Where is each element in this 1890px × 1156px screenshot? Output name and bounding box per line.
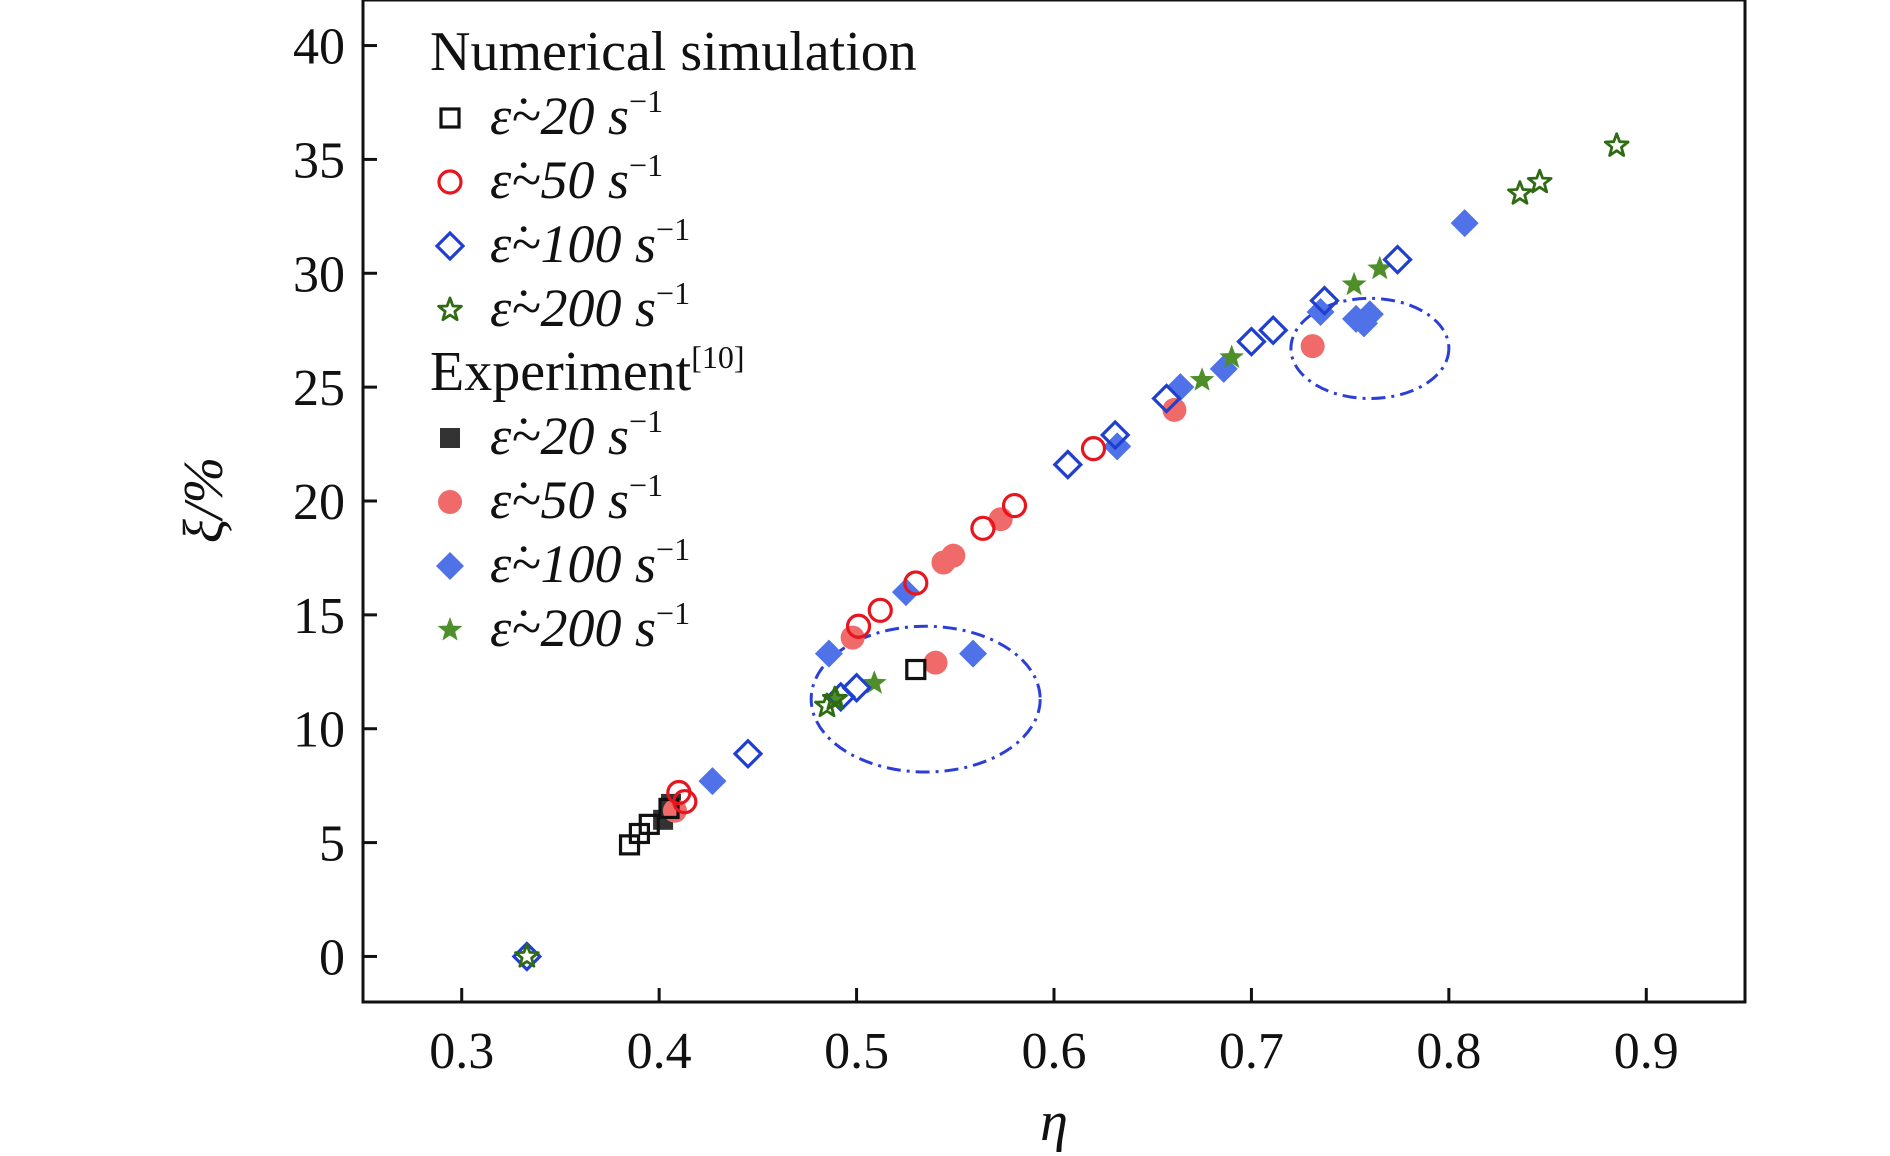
data-point-exp-diamond — [1450, 209, 1479, 238]
annotation-layer — [809, 296, 1451, 774]
legend-marker — [437, 617, 463, 641]
data-point-exp-circle — [1300, 334, 1325, 359]
data-point-exp-diamond — [698, 767, 727, 796]
data-point-sim-circle — [1001, 492, 1028, 519]
legend-entry-label: ε̇~20 s−1 — [490, 403, 663, 466]
y-tick-label: 25 — [293, 360, 345, 417]
data-point-exp-circle — [923, 650, 948, 675]
legend-entry-label: ε̇~100 s−1 — [490, 211, 690, 274]
data-point-exp-circle — [840, 625, 865, 650]
legend-marker — [439, 107, 461, 129]
data-point-sim-star — [1603, 132, 1630, 157]
data-point-exp-diamond — [814, 639, 843, 668]
data-point-exp-diamond — [1306, 297, 1335, 326]
x-tick-label: 0.7 — [1219, 1023, 1284, 1080]
data-point-sim-circle — [970, 515, 996, 541]
y-tick-label: 40 — [293, 19, 345, 76]
data-point-sim-circle — [1080, 436, 1107, 462]
data-point-sim-square — [638, 813, 660, 835]
legend-marker — [437, 296, 463, 322]
data-point-sim-diamond — [1052, 449, 1084, 480]
legend-marker — [437, 169, 463, 195]
y-tick-label: 20 — [293, 474, 345, 531]
data-point-sim-star — [822, 685, 848, 711]
legend-group-title: Experiment[10] — [430, 339, 745, 403]
data-point-sim-diamond — [1309, 285, 1340, 316]
highlight-ellipse — [809, 624, 1042, 774]
data-point-exp-star — [1219, 344, 1244, 368]
legend-entry-label: ε̇~100 s−1 — [490, 531, 690, 594]
legend-marker — [434, 230, 466, 262]
data-point-sim-circle — [672, 788, 698, 815]
data-point-sim-diamond — [1151, 383, 1182, 414]
legend-entry-label: ε̇~50 s−1 — [490, 467, 663, 530]
data-point-sim-diamond — [1382, 244, 1413, 275]
y-tick-label: 35 — [293, 132, 345, 189]
x-tick-label: 0.4 — [627, 1023, 692, 1080]
y-tick-label: 15 — [293, 588, 345, 645]
data-points-layer — [511, 132, 1630, 972]
data-point-exp-diamond — [891, 578, 920, 607]
data-point-sim-diamond — [732, 738, 764, 770]
y-tick-label: 30 — [293, 246, 345, 303]
legend-marker — [436, 552, 464, 580]
data-point-exp-diamond — [959, 639, 988, 668]
data-point-exp-circle — [941, 543, 966, 568]
y-tick-label: 0 — [319, 929, 345, 986]
x-axis-label: η — [1040, 1091, 1068, 1153]
legend-marker — [440, 428, 460, 448]
data-point-sim-circle — [903, 570, 929, 596]
data-point-exp-star — [1189, 367, 1215, 391]
data-point-exp-diamond — [1349, 309, 1378, 338]
data-point-exp-star — [862, 670, 887, 694]
data-point-sim-star — [514, 943, 540, 968]
data-point-exp-star — [1341, 271, 1367, 296]
data-point-sim-diamond — [841, 672, 872, 703]
data-point-exp-star — [824, 686, 850, 710]
data-point-sim-star — [1526, 168, 1553, 194]
y-axis: 0 5 10 15 20 25 30 35 40 — [293, 19, 377, 986]
data-point-sim-diamond — [1236, 326, 1267, 357]
data-point-sim-star — [814, 692, 840, 718]
data-point-exp-diamond — [1166, 373, 1195, 402]
data-point-sim-diamond — [1257, 314, 1289, 346]
legend-entry-label: ε̇~200 s−1 — [490, 595, 690, 658]
legend-group-title: Numerical simulation — [430, 21, 917, 83]
legend-entry-label: ε̇~50 s−1 — [490, 147, 663, 210]
data-point-sim-diamond — [1099, 419, 1131, 451]
x-tick-label: 0.6 — [1022, 1023, 1087, 1080]
data-point-sim-circle — [867, 597, 893, 623]
legend-marker — [438, 490, 462, 514]
data-point-exp-circle — [1162, 397, 1187, 422]
data-point-sim-circle — [845, 613, 872, 639]
highlight-ellipse — [1289, 296, 1451, 401]
x-tick-label: 0.8 — [1416, 1023, 1481, 1080]
data-point-sim-star — [1507, 180, 1533, 205]
data-point-exp-circle — [988, 507, 1013, 532]
legend-entry-label: ε̇~20 s−1 — [490, 83, 663, 146]
x-tick-label: 0.5 — [824, 1023, 889, 1080]
legend-entry-label: ε̇~200 s−1 — [490, 275, 690, 338]
x-axis: 0.3 0.4 0.5 0.6 0.7 0.8 0.9 — [429, 988, 1679, 1080]
x-tick-label: 0.9 — [1614, 1023, 1679, 1080]
y-tick-label: 5 — [319, 816, 345, 873]
data-point-sim-square — [905, 658, 927, 681]
y-tick-label: 10 — [293, 702, 345, 759]
y-axis-label: ξ/% — [173, 457, 235, 543]
data-point-exp-star — [1367, 255, 1393, 280]
x-tick-label: 0.3 — [429, 1023, 494, 1080]
